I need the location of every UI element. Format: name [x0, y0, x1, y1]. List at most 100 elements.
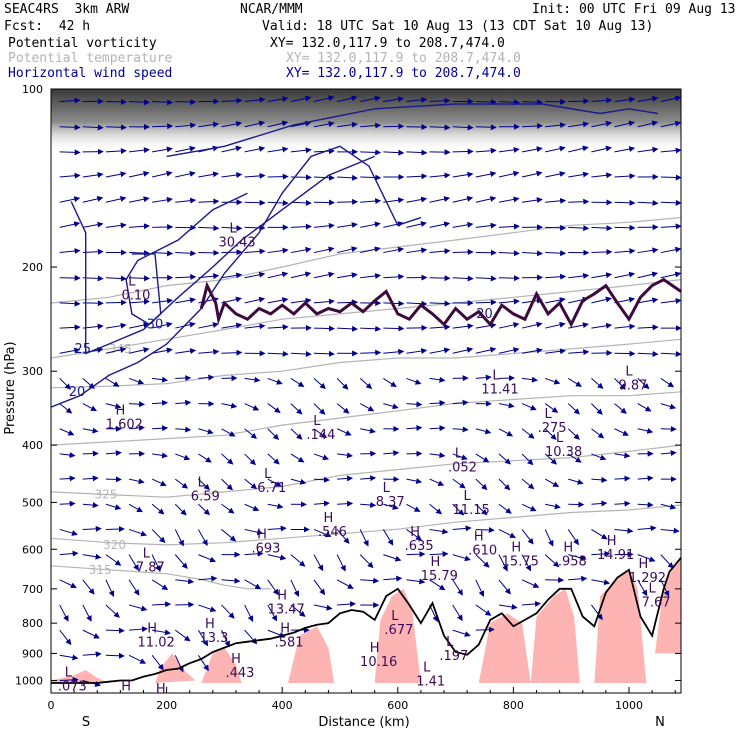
wind-vector [383, 377, 397, 388]
pv-extremum-letter: L [492, 369, 500, 384]
wind-vector [660, 246, 681, 254]
wind-vector [221, 503, 235, 514]
wind-vector [221, 322, 243, 329]
wind-vector [475, 322, 497, 329]
wind-vector [152, 123, 174, 130]
wind-vector [544, 453, 558, 465]
wind-vector [221, 604, 235, 619]
wind-vector [244, 629, 258, 645]
wind-vector [660, 351, 681, 358]
pv-extremum-value: .197 [439, 649, 468, 664]
x-tick-label: 800 [503, 699, 524, 712]
wind-vector [498, 146, 520, 153]
wind-vector [244, 323, 266, 330]
wind-vector [475, 171, 497, 178]
pv-extremum-letter: H [147, 622, 157, 637]
wind-vector [544, 428, 557, 440]
wind-vector [105, 450, 122, 457]
wind-vector [429, 400, 446, 406]
wind-vector [498, 223, 520, 230]
stratosphere-shading [51, 89, 681, 149]
wind-vector [336, 428, 352, 436]
wind-vector [128, 528, 148, 537]
pv-extremum-value: 30.43 [218, 236, 255, 251]
pv-extremum-letter: L [544, 407, 552, 422]
wind-vector [313, 528, 332, 538]
wind-vector [452, 426, 469, 433]
pv-extremum-value: .073 [58, 680, 87, 695]
wind-vector [567, 529, 579, 546]
wind-vector [128, 478, 145, 485]
theta-contour [51, 217, 681, 304]
pv-extremum-value: .334 [150, 696, 179, 711]
wind-vector [267, 503, 284, 510]
wind-vector [59, 347, 81, 354]
wind-vector [175, 399, 192, 406]
wind-vector [313, 271, 335, 279]
pv-extremum-letter: L [128, 275, 136, 290]
wind-vector [383, 575, 403, 582]
wind-vector [591, 272, 613, 279]
pv-extremum-value: .144 [306, 428, 335, 443]
wind-vector [267, 525, 287, 532]
pv-extremum-letter: L [625, 364, 633, 379]
wind-vector [452, 629, 471, 637]
wind-vector [591, 120, 612, 128]
pv-shade-region [530, 588, 580, 683]
pv-extremum-value: .546 [318, 525, 347, 540]
wind-vector [475, 147, 497, 154]
pv-extremum-letter: H [231, 652, 241, 667]
wind-vector [429, 604, 438, 623]
pv-extremum-letter: H [115, 403, 125, 418]
wind-vector [637, 427, 654, 434]
wind-vector [498, 528, 516, 538]
wind-vector [152, 146, 173, 153]
wind-vector [267, 271, 289, 279]
wind-vector [82, 579, 95, 595]
wind-vector [591, 428, 605, 439]
wind-vector [406, 578, 426, 585]
wind-vector [152, 321, 173, 329]
pv-extremum-letter: H [257, 527, 267, 542]
wind-vector [128, 401, 146, 408]
wind-vector [174, 655, 184, 673]
wind-vector [221, 272, 243, 279]
wind-vector [244, 145, 266, 153]
plot-frame [50, 88, 682, 694]
wind-vector [128, 554, 139, 571]
wind-vector [152, 452, 168, 459]
theta-contours: 315 320 325 345 [51, 217, 681, 590]
wind-vector [290, 403, 303, 415]
wind-vector [406, 149, 428, 156]
wind-vector [105, 503, 122, 511]
wind-vector [59, 324, 81, 331]
wind-vector [429, 300, 451, 307]
wind-vector [429, 97, 451, 104]
wind-vector [313, 298, 335, 305]
pv-extremum-value: 10.16 [360, 655, 397, 670]
wind-vector [336, 246, 358, 254]
wind-vector [82, 629, 100, 639]
wind-vector [82, 124, 104, 131]
wind-vector [290, 428, 303, 440]
wind-vector [429, 478, 445, 486]
wind-vector [244, 550, 264, 557]
wind-vector [383, 348, 405, 355]
wind-vector [359, 403, 375, 412]
wind-vector [521, 453, 534, 466]
wind-vector [336, 378, 349, 390]
wind-vector [360, 427, 376, 434]
wind-vector [198, 198, 220, 205]
wind-vector [498, 298, 520, 305]
wind-vector [221, 349, 243, 356]
wind-vector [452, 221, 474, 228]
wind-vector [429, 172, 451, 179]
wind-vector [59, 97, 81, 104]
wind-vector [360, 174, 382, 181]
theta-contour [51, 565, 271, 590]
wind-vector [267, 403, 281, 414]
wind-vector [105, 604, 120, 618]
wind-vector [498, 99, 520, 106]
wind-vector [221, 428, 236, 437]
